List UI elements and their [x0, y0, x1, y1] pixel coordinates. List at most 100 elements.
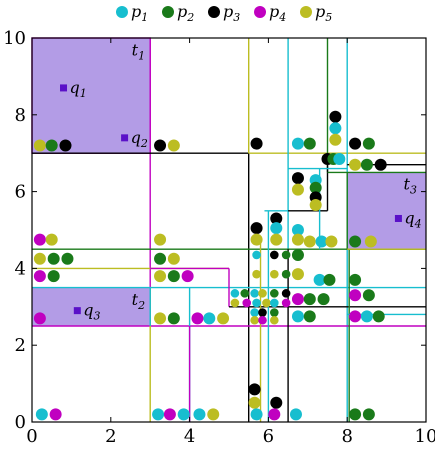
legend-label-p4: p4	[269, 2, 286, 24]
y-tick-label: 8	[15, 105, 26, 126]
point-p1	[250, 289, 259, 298]
legend-label-p5: p5	[315, 2, 332, 24]
point-p2	[240, 289, 250, 298]
point-p5	[270, 269, 279, 279]
point-p3	[270, 250, 279, 260]
query-box-2	[347, 172, 426, 250]
point-p2	[47, 252, 60, 265]
point-p5	[303, 235, 316, 248]
point-p5	[258, 289, 267, 298]
point-p1	[152, 408, 165, 421]
region-labels: t1 t2 t3	[132, 40, 417, 312]
y-tick-label: 10	[3, 28, 26, 49]
point-p3	[349, 137, 362, 150]
point-p1	[291, 137, 304, 150]
point-p4	[191, 312, 204, 325]
query-marker-1	[60, 84, 68, 92]
point-p5	[325, 235, 338, 248]
point-p3	[248, 383, 261, 396]
legend-label-p3: p3	[223, 2, 240, 24]
query-marker-4	[394, 214, 402, 222]
legend-marker-p5	[300, 6, 312, 18]
point-p5	[329, 133, 342, 146]
point-p2	[303, 310, 316, 323]
point-p2	[45, 139, 58, 152]
point-p2	[154, 252, 167, 265]
data-points	[33, 110, 387, 421]
point-p2	[270, 289, 279, 298]
point-p1	[252, 298, 261, 308]
point-p1	[270, 298, 279, 308]
point-p4	[349, 310, 362, 323]
y-tick-label: 4	[15, 258, 26, 279]
point-p2	[317, 293, 330, 306]
point-p2	[323, 273, 336, 286]
query-box-1	[32, 38, 151, 154]
point-p4	[49, 408, 62, 421]
point-p2	[47, 270, 60, 283]
region-label-3: t3	[404, 175, 417, 197]
point-p5	[250, 233, 263, 246]
point-p5	[207, 408, 220, 421]
point-p5	[291, 268, 304, 281]
chart-legend: p1 p2 p3 p4 p5	[116, 2, 332, 24]
point-p1	[360, 310, 373, 323]
point-p3	[374, 158, 387, 171]
point-p1	[250, 408, 263, 421]
point-p2	[61, 252, 74, 265]
x-tick-label: 0	[26, 426, 37, 447]
point-p5	[33, 139, 46, 152]
point-p2	[362, 289, 375, 302]
point-p1	[35, 408, 48, 421]
point-p5	[309, 199, 322, 212]
query-label-4: q4	[404, 208, 421, 230]
x-tick-label: 8	[341, 426, 352, 447]
legend-marker-p3	[208, 6, 220, 18]
point-p3	[281, 289, 291, 298]
point-p1	[193, 408, 206, 421]
point-p5	[230, 298, 240, 308]
point-p5	[252, 269, 261, 279]
point-p2	[303, 137, 316, 150]
point-p5	[291, 233, 304, 246]
point-p2	[349, 235, 362, 248]
point-p2	[167, 270, 180, 283]
point-p4	[242, 298, 252, 308]
y-tick-label: 6	[15, 182, 26, 203]
y-tick-label: 0	[15, 412, 26, 433]
x-tick-label: 2	[105, 426, 116, 447]
point-p4	[33, 233, 46, 246]
point-p3	[59, 139, 72, 152]
point-p3	[270, 212, 283, 225]
point-p3	[250, 222, 263, 235]
point-p5	[270, 315, 279, 325]
axis-ticks: 0 2 4 6 8 10 0 2 4 6 8 10	[3, 28, 435, 447]
point-p1	[270, 222, 283, 235]
legend-marker-p4	[254, 6, 266, 18]
point-p4	[268, 408, 281, 421]
region-label-1: t1	[132, 40, 145, 62]
point-p5	[349, 158, 362, 171]
point-p2	[360, 158, 373, 171]
point-p5	[262, 298, 271, 308]
point-p1	[291, 224, 304, 236]
point-p5	[270, 233, 283, 246]
query-box-3	[32, 287, 151, 326]
point-p1	[291, 310, 304, 323]
query-marker-2	[121, 134, 129, 142]
point-p2	[281, 269, 291, 279]
point-p5	[291, 183, 304, 196]
point-p1	[333, 152, 346, 165]
point-p4	[258, 315, 267, 325]
point-p3	[258, 308, 267, 317]
query-marker-3	[73, 307, 81, 315]
point-p2	[167, 312, 180, 325]
y-tick-label: 2	[15, 335, 26, 356]
point-p1	[315, 235, 328, 248]
point-p1	[313, 273, 326, 286]
point-p1	[252, 250, 261, 260]
point-p1	[250, 308, 259, 317]
query-label-1: q1	[70, 78, 87, 100]
point-p5	[154, 233, 167, 246]
point-p5	[250, 315, 259, 325]
